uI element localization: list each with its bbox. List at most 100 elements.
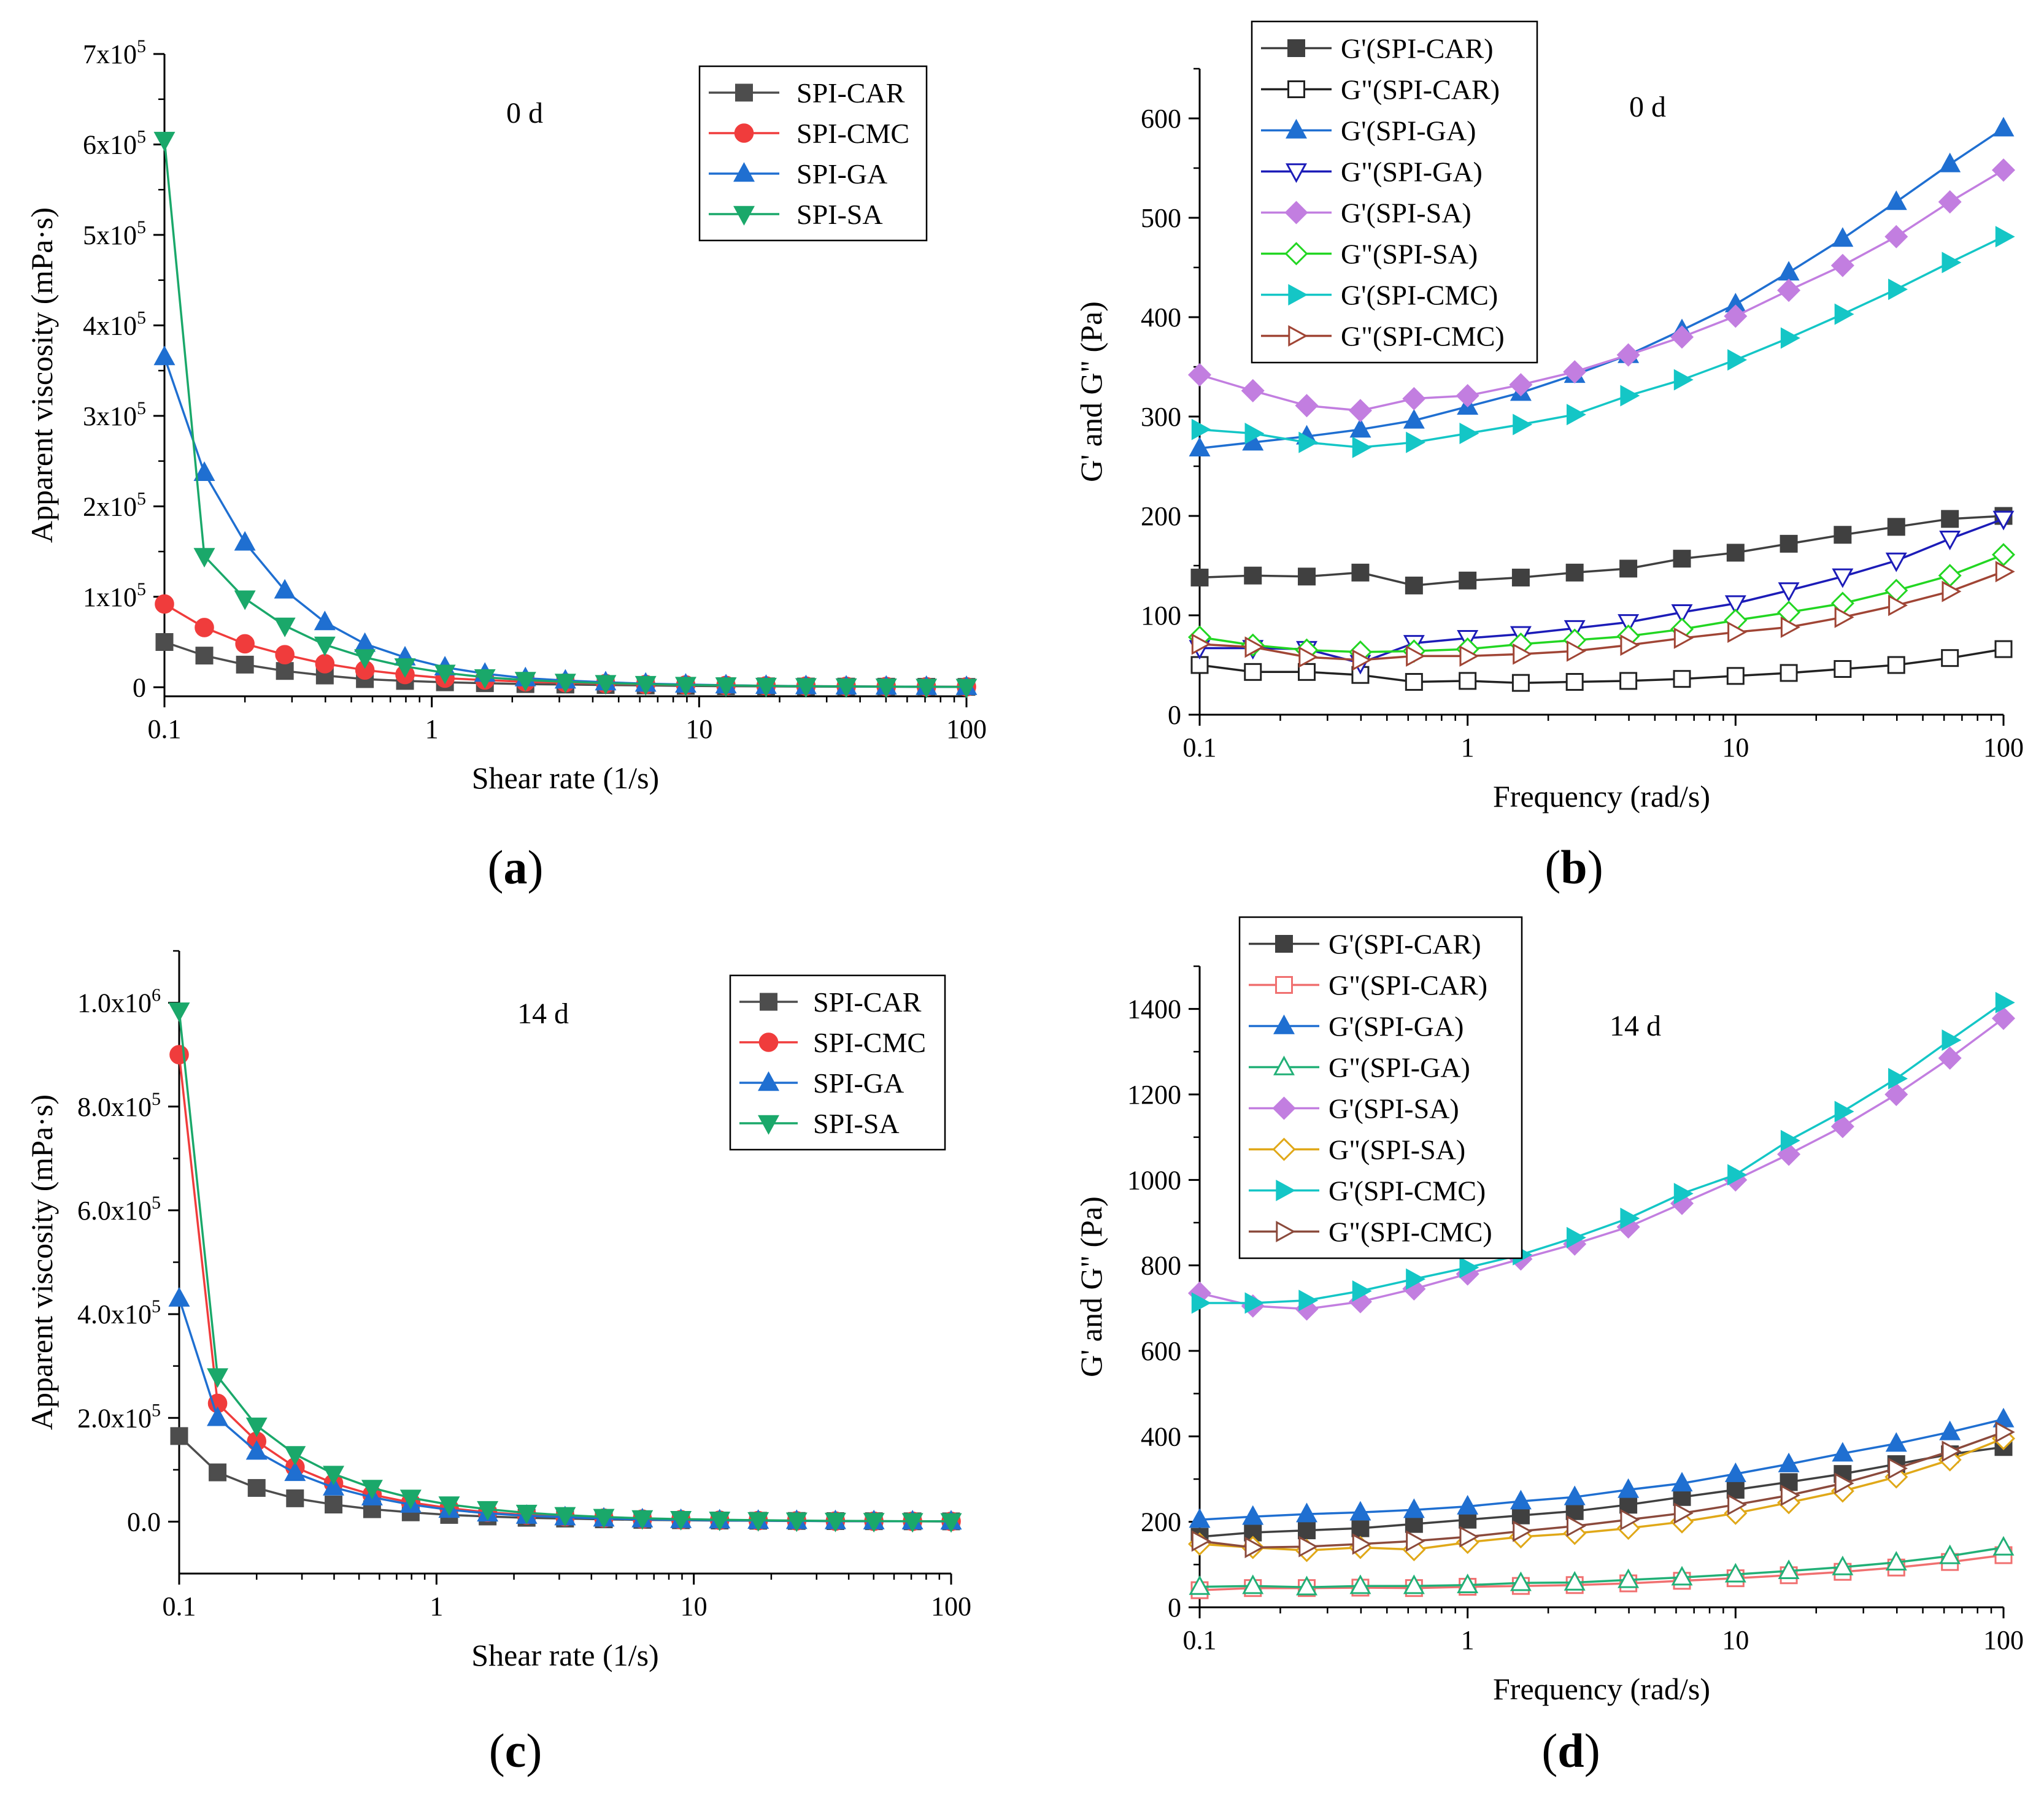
data-point [1726, 667, 1745, 685]
data-point [1780, 616, 1800, 638]
data-point [1834, 303, 1854, 325]
data-point [1995, 1421, 2015, 1443]
data-point [955, 679, 978, 699]
data-point [1298, 567, 1316, 586]
panel-label: (c) [489, 1724, 542, 1777]
legend-marker [758, 1032, 779, 1052]
data-point [1349, 1501, 1371, 1521]
data-point [1888, 1067, 1908, 1090]
data-point [1724, 304, 1748, 328]
series-line-0 [1199, 1446, 2004, 1538]
data-point [1191, 1530, 1211, 1552]
data-point [1619, 1496, 1638, 1514]
x-tick-label: 0.1 [163, 1591, 196, 1621]
data-point [155, 594, 174, 614]
data-point [1406, 1530, 1426, 1552]
y-tick-label: 1x105 [83, 579, 146, 612]
y-axis-title: G' and G" (Pa) [1074, 301, 1108, 482]
y-tick-label: 200 [1141, 501, 1181, 531]
data-point [247, 1478, 266, 1497]
y-tick-label: 600 [1141, 104, 1181, 134]
x-tick-label: 0.1 [1183, 1625, 1217, 1655]
y-tick-label: 400 [1141, 1421, 1181, 1451]
data-point [1992, 1536, 2015, 1556]
x-tick-label: 1 [425, 714, 439, 744]
data-point [1780, 1129, 1800, 1151]
y-tick-label: 100 [1141, 601, 1181, 631]
data-point [675, 677, 696, 697]
data-point [434, 664, 456, 685]
legend: G'(SPI-CAR) G"(SPI-CAR) G'(SPI-GA) G"(SPI-G… [1251, 20, 1538, 364]
data-point [1511, 1506, 1530, 1524]
x-tick-label: 10 [1722, 1625, 1749, 1655]
data-point [1564, 1485, 1586, 1505]
x-tick-label: 100 [1983, 732, 2024, 763]
data-point [168, 1002, 190, 1022]
legend-marker [1286, 118, 1307, 139]
data-point [1566, 404, 1586, 426]
y-tick-label: 300 [1141, 402, 1181, 432]
legend-marker [1273, 1014, 1295, 1034]
y-tick-label: 500 [1141, 203, 1181, 233]
data-point [314, 636, 336, 656]
data-point [354, 632, 376, 652]
data-point [709, 1512, 731, 1532]
data-point [1244, 1536, 1265, 1558]
y-tick-label: 0.0 [127, 1507, 161, 1537]
data-point [1566, 640, 1586, 662]
data-point [634, 675, 657, 696]
legend-label: G"(SPI-GA) [1341, 156, 1483, 188]
legend-marker [760, 993, 777, 1011]
x-tick-label: 100 [1983, 1625, 2024, 1655]
data-point [1938, 190, 1962, 214]
legend-label: SPI-SA [813, 1108, 900, 1139]
data-point [1565, 673, 1584, 691]
data-point [1620, 1207, 1640, 1229]
panel-label: (b) [1545, 840, 1603, 894]
data-point [1618, 614, 1640, 634]
data-point [1619, 672, 1638, 690]
data-point [1939, 531, 1961, 550]
data-point [1673, 1488, 1691, 1506]
data-point [1887, 518, 1905, 536]
data-point [1405, 673, 1423, 691]
data-point [1727, 1494, 1748, 1516]
data-point [1888, 594, 1908, 617]
data-point [1942, 252, 1962, 274]
data-point [715, 677, 737, 698]
data-point [1620, 1509, 1640, 1531]
data-point [1298, 646, 1319, 668]
data-point [234, 531, 256, 551]
legend-marker [758, 1071, 779, 1091]
y-tick-label: 4x105 [83, 307, 146, 340]
legend-marker [1288, 325, 1308, 347]
data-point [593, 1509, 615, 1529]
data-point [1244, 566, 1262, 585]
data-point [361, 1480, 383, 1500]
data-point [1780, 534, 1798, 553]
data-point [195, 647, 214, 665]
data-point [1348, 399, 1372, 423]
y-tick-label: 4.0x105 [77, 1296, 161, 1329]
legend-label: G'(SPI-GA) [1341, 115, 1476, 147]
y-tick-label: 400 [1141, 302, 1181, 333]
series-line-2 [163, 356, 967, 688]
series-line-7 [1199, 571, 2004, 661]
data-point [1778, 1559, 1800, 1579]
data-point [1991, 158, 2016, 182]
data-point [1780, 664, 1798, 682]
data-point [1513, 413, 1533, 436]
legend-marker [1273, 1055, 1295, 1075]
data-point [1673, 369, 1694, 391]
data-point [595, 675, 617, 695]
data-point [1724, 595, 1746, 615]
data-point [1190, 656, 1209, 674]
day-annotation: 14 d [517, 998, 569, 1030]
data-point [1995, 561, 2015, 583]
data-point [1887, 656, 1905, 674]
data-point [1727, 349, 1748, 371]
legend-label: SPI-SA [796, 199, 883, 230]
series-line-6 [1199, 236, 2004, 448]
data-point [1566, 1515, 1586, 1537]
y-axis-title: Apparent viscosity (mPa·s) [25, 207, 59, 543]
